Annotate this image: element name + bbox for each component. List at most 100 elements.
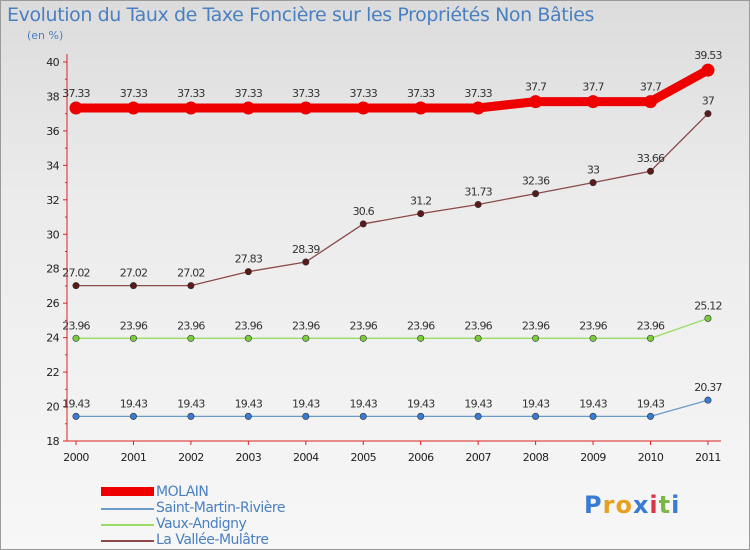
data-point: [187, 334, 195, 342]
data-point: [241, 101, 255, 115]
legend-label: Saint-Martin-Rivière: [156, 500, 285, 516]
x-tick-label: 2006: [408, 451, 434, 464]
y-tick-label: 36: [46, 125, 59, 138]
y-tick-label: 32: [46, 194, 59, 207]
data-label: 19.43: [235, 397, 263, 410]
data-point: [72, 282, 80, 290]
data-point: [302, 334, 310, 342]
data-point: [414, 101, 428, 115]
y-tick-label: 28: [46, 263, 59, 276]
data-point: [589, 334, 597, 342]
x-tick-label: 2009: [580, 451, 606, 464]
y-tick-label: 38: [46, 90, 59, 103]
data-label: 27.02: [62, 267, 90, 280]
x-tick-label: 2004: [293, 451, 319, 464]
series-line-1: [75, 399, 709, 418]
data-label: 19.43: [292, 397, 320, 410]
data-point: [417, 210, 425, 218]
data-label: 39.53: [694, 49, 722, 62]
data-label: 37.7: [582, 81, 604, 94]
data-point: [302, 412, 310, 420]
x-tick-label: 2002: [178, 451, 204, 464]
data-point: [69, 101, 83, 115]
data-point: [532, 334, 540, 342]
data-label: 37: [702, 95, 715, 108]
legend-swatch: [101, 524, 154, 526]
data-point: [244, 412, 252, 420]
data-point: [532, 190, 540, 198]
data-point: [129, 412, 137, 420]
data-point: [529, 95, 543, 109]
x-tick-label: 2000: [63, 451, 89, 464]
x-tick-label: 2007: [465, 451, 491, 464]
data-point: [589, 179, 597, 187]
data-label: 37.33: [464, 87, 492, 100]
data-label: 19.43: [62, 397, 90, 410]
data-label: 19.43: [579, 397, 607, 410]
data-point: [701, 63, 715, 77]
data-label: 31.2: [410, 195, 431, 208]
data-label: 37.33: [407, 87, 435, 100]
data-point: [704, 314, 712, 322]
legend-label: La Vallée-Mulâtre: [156, 532, 269, 548]
data-label: 28.39: [292, 243, 320, 256]
data-label: 23.96: [235, 319, 263, 332]
data-label: 37.33: [350, 87, 378, 100]
x-tick-label: 2005: [350, 451, 376, 464]
logo-letter: t: [658, 491, 672, 519]
data-label: 19.43: [464, 397, 492, 410]
data-label: 19.43: [522, 397, 550, 410]
data-label: 23.96: [350, 319, 378, 332]
data-label: 23.96: [120, 319, 148, 332]
data-label: 19.43: [407, 397, 435, 410]
data-label: 37.33: [235, 87, 263, 100]
data-point: [359, 412, 367, 420]
data-label: 19.43: [120, 397, 148, 410]
data-label: 33: [587, 164, 600, 177]
data-point: [359, 220, 367, 228]
legend-swatch: [101, 508, 154, 510]
legend-swatch: [101, 487, 154, 496]
data-point: [471, 101, 485, 115]
data-label: 27.02: [177, 267, 205, 280]
data-point: [474, 412, 482, 420]
series-line-3: [75, 113, 709, 287]
x-tick-label: 2008: [523, 451, 549, 464]
data-label: 23.96: [292, 319, 320, 332]
data-point: [359, 334, 367, 342]
data-point: [187, 282, 195, 290]
data-point: [129, 282, 137, 290]
logo-letter: r: [602, 491, 616, 519]
legend-swatch: [101, 540, 154, 542]
series-line-0: [71, 65, 713, 113]
unit-label: (en %): [27, 29, 64, 42]
series-line-2: [75, 317, 709, 339]
data-point: [474, 334, 482, 342]
x-tick-label: 2001: [121, 451, 147, 464]
proxiti-logo: Proxiti: [584, 491, 680, 519]
y-tick-label: 18: [46, 435, 59, 448]
data-label: 23.96: [637, 319, 665, 332]
y-tick-label: 22: [46, 366, 59, 379]
data-label: 31.73: [464, 185, 492, 198]
logo-letter: i: [671, 491, 681, 519]
data-label: 37.7: [525, 81, 547, 94]
data-label: 32.36: [522, 175, 550, 188]
data-label: 19.43: [637, 397, 665, 410]
x-tick-label: 2011: [695, 451, 721, 464]
y-tick-label: 26: [46, 297, 59, 310]
data-point: [302, 258, 310, 266]
data-label: 23.96: [464, 319, 492, 332]
logo-letter: x: [632, 491, 650, 519]
y-tick-label: 34: [46, 159, 59, 172]
data-point: [184, 101, 198, 115]
data-label: 37.33: [292, 87, 320, 100]
data-point: [474, 200, 482, 208]
data-point: [704, 396, 712, 404]
y-tick-label: 30: [46, 228, 59, 241]
data-label: 23.96: [579, 319, 607, 332]
logo-letter: P: [584, 491, 603, 519]
y-tick-label: 40: [46, 56, 59, 69]
